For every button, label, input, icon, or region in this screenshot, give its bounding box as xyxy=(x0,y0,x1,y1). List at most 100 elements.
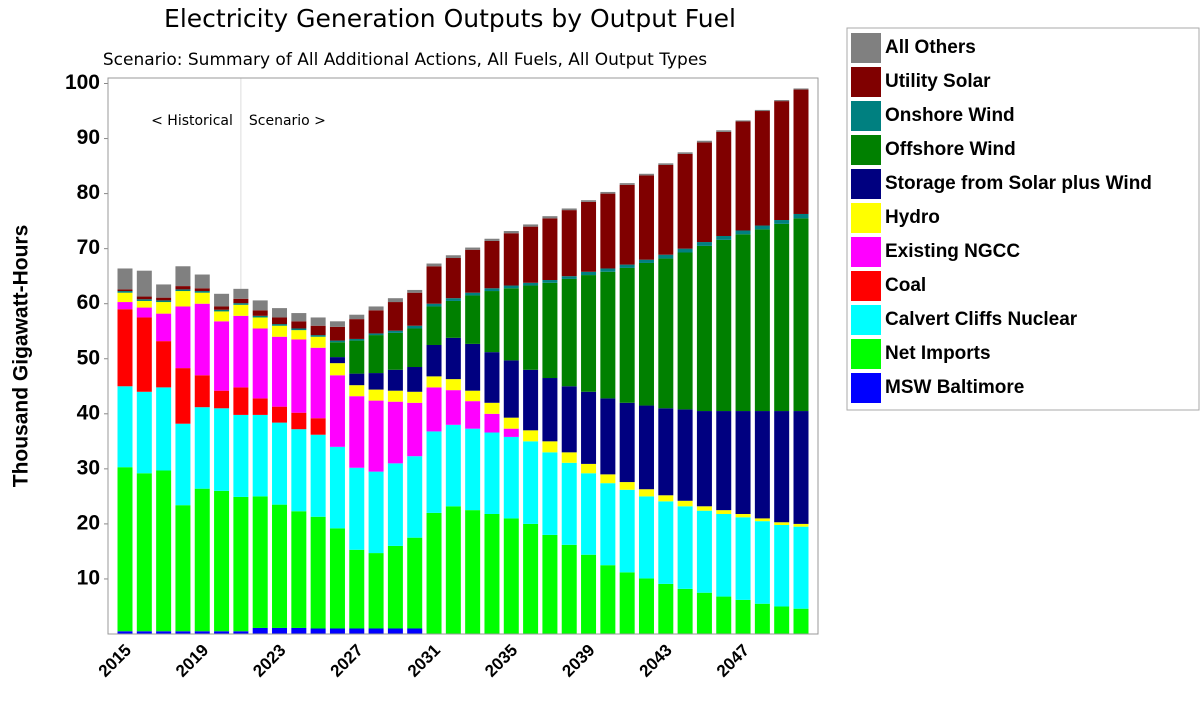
bar-segment xyxy=(329,446,345,529)
bar-segment xyxy=(523,226,539,283)
bar-segment xyxy=(503,233,519,286)
y-tick-label: 80 xyxy=(77,181,100,204)
bar-segment xyxy=(291,328,307,331)
bar-segment xyxy=(194,631,210,634)
x-tick-label: 2031 xyxy=(404,641,444,681)
bar-segment xyxy=(774,525,790,607)
bar-segment xyxy=(117,386,133,468)
bar-segment xyxy=(638,175,654,260)
bar-segment xyxy=(503,285,519,289)
legend-label: Onshore Wind xyxy=(885,105,1015,126)
legend-label: All Others xyxy=(885,37,976,58)
bar-segment xyxy=(542,218,558,281)
legend-swatch xyxy=(851,305,881,335)
bar-segment xyxy=(503,231,519,234)
bar-segment xyxy=(291,321,307,329)
bar-segment xyxy=(117,268,133,290)
chart-subtitle: Scenario: Summary of All Additional Acti… xyxy=(103,50,707,70)
bar-segment xyxy=(716,596,732,634)
bar-segment xyxy=(310,317,326,326)
legend-label: MSW Baltimore xyxy=(885,377,1024,398)
bar-segment xyxy=(677,152,693,154)
bar-segment xyxy=(696,510,712,593)
bar-segment xyxy=(619,267,635,403)
bar-segment xyxy=(272,325,288,337)
bar-segment xyxy=(638,496,654,579)
bar-segment xyxy=(233,631,249,634)
bar-segment xyxy=(523,441,539,524)
bar-segment xyxy=(600,398,616,475)
bar-segment xyxy=(754,109,770,112)
bar-segment xyxy=(175,266,191,287)
bar-segment xyxy=(774,606,790,634)
bar-segment xyxy=(136,473,152,632)
bar-segment xyxy=(407,325,423,329)
bar-segment xyxy=(329,321,345,327)
bar-segment xyxy=(117,289,133,292)
x-tick-label: 2043 xyxy=(636,641,676,681)
bar-segment xyxy=(387,330,403,333)
bar-segment xyxy=(117,302,133,310)
bar-segment xyxy=(561,208,577,211)
bar-segment xyxy=(619,264,635,268)
bar-segment xyxy=(272,336,288,407)
bar-segment xyxy=(658,495,674,502)
bar-segment xyxy=(600,483,616,566)
bar-segment xyxy=(581,271,597,276)
bar-segment xyxy=(233,414,249,497)
bar-segment xyxy=(638,578,654,634)
bar-segment xyxy=(252,496,268,628)
bar-segment xyxy=(465,343,481,391)
bar-segment xyxy=(233,288,249,299)
legend-swatch xyxy=(851,169,881,199)
bar-segment xyxy=(194,291,210,293)
bar-segment xyxy=(484,513,500,634)
bar-segment xyxy=(658,163,674,165)
bar-segment xyxy=(310,418,326,435)
bar-segment xyxy=(156,470,172,632)
legend-label: Coal xyxy=(885,275,926,296)
bar-segment xyxy=(117,631,133,634)
bar-segment xyxy=(503,436,519,519)
bar-segment xyxy=(754,521,770,604)
bar-segment xyxy=(658,258,674,409)
bar-segment xyxy=(387,545,403,629)
bar-segment xyxy=(696,245,712,412)
bar-segment xyxy=(600,193,616,269)
bar-segment xyxy=(407,328,423,368)
bar-segment xyxy=(310,325,326,336)
bar-segment xyxy=(349,628,365,634)
bar-segment xyxy=(310,628,326,634)
annotation: < Historical xyxy=(151,113,233,129)
bar-segment xyxy=(214,321,230,391)
bar-segment xyxy=(368,400,384,472)
bar-segment xyxy=(638,173,654,176)
bar-segment xyxy=(619,184,635,265)
bar-segment xyxy=(310,434,326,517)
bar-segment xyxy=(735,230,751,235)
bar-segment xyxy=(793,213,809,219)
bar-segment xyxy=(233,303,249,305)
bar-segment xyxy=(619,482,635,490)
bar-segment xyxy=(272,406,288,423)
bar-segment xyxy=(465,247,481,250)
bar-segment xyxy=(272,324,288,326)
bar-segment xyxy=(696,140,712,143)
bar-segment xyxy=(484,432,500,514)
bar-segment xyxy=(426,266,442,304)
bar-segment xyxy=(156,313,172,342)
bar-segment xyxy=(561,452,577,463)
bar-segment xyxy=(735,120,751,122)
bar-segment xyxy=(368,335,384,374)
bar-segment xyxy=(677,409,693,501)
bar-segment xyxy=(484,402,500,414)
bar-segment xyxy=(677,153,693,249)
bar-segment xyxy=(387,369,403,391)
bar-segment xyxy=(387,390,403,402)
bar-segment xyxy=(329,375,345,447)
bar-segment xyxy=(484,352,500,403)
bar-segment xyxy=(484,238,500,241)
bar-segment xyxy=(503,417,519,429)
bar-segment xyxy=(696,142,712,243)
bar-segment xyxy=(136,300,152,308)
